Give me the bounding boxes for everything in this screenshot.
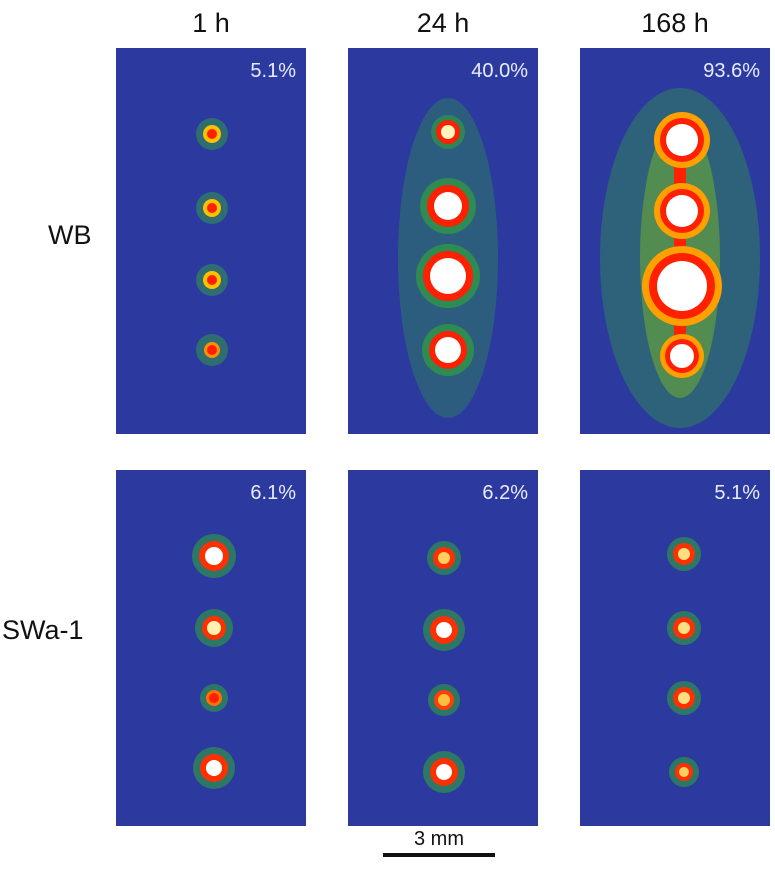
row-label-wb: WB bbox=[48, 220, 92, 250]
spot bbox=[667, 611, 701, 645]
spot bbox=[195, 609, 233, 647]
spot bbox=[196, 334, 228, 366]
spot bbox=[192, 534, 236, 578]
spot bbox=[427, 541, 461, 575]
spot bbox=[660, 334, 704, 378]
scale-bar-line bbox=[383, 853, 495, 857]
spots-image bbox=[398, 98, 498, 418]
column-header-1h: 1 h bbox=[192, 8, 230, 38]
percent-label: 6.1% bbox=[250, 482, 296, 504]
percent-label: 5.1% bbox=[714, 482, 760, 504]
panel-swa1-168h: 5.1% bbox=[580, 470, 770, 826]
spot bbox=[196, 264, 228, 296]
spot bbox=[416, 244, 480, 308]
spot bbox=[431, 115, 465, 149]
percent-label: 6.2% bbox=[482, 482, 528, 504]
spot bbox=[669, 757, 699, 787]
spots-image bbox=[192, 534, 236, 789]
spot bbox=[196, 118, 228, 150]
spot bbox=[667, 681, 701, 715]
scale-bar-label: 3 mm bbox=[414, 828, 464, 850]
spot bbox=[193, 747, 235, 789]
spot bbox=[654, 183, 710, 239]
column-header-168h: 168 h bbox=[641, 8, 709, 38]
spot bbox=[667, 537, 701, 571]
spot bbox=[196, 192, 228, 224]
spot bbox=[423, 609, 465, 651]
spots-image bbox=[423, 541, 465, 793]
spot bbox=[422, 324, 474, 376]
spot bbox=[654, 112, 710, 168]
panel-wb-168h: 93.6% bbox=[580, 48, 770, 434]
percent-label: 40.0% bbox=[471, 60, 528, 82]
panel-wb-24h: 40.0% bbox=[348, 48, 538, 434]
spots-image bbox=[600, 88, 760, 428]
row-label-swa1: SWa-1 bbox=[2, 615, 84, 645]
spot bbox=[420, 178, 476, 234]
panel-wb-1h: 5.1% bbox=[116, 48, 306, 434]
panel-swa1-1h: 6.1% bbox=[116, 470, 306, 826]
spot bbox=[642, 246, 722, 326]
spots-image bbox=[667, 537, 701, 787]
spot bbox=[423, 751, 465, 793]
column-header-24h: 24 h bbox=[416, 8, 470, 38]
percent-label: 93.6% bbox=[703, 60, 760, 82]
percent-label: 5.1% bbox=[250, 60, 296, 82]
spot bbox=[428, 684, 460, 716]
spots-image bbox=[196, 118, 228, 366]
scale-bar: 3 mm bbox=[383, 828, 495, 857]
spot bbox=[200, 684, 228, 712]
panel-swa1-24h: 6.2% bbox=[348, 470, 538, 826]
